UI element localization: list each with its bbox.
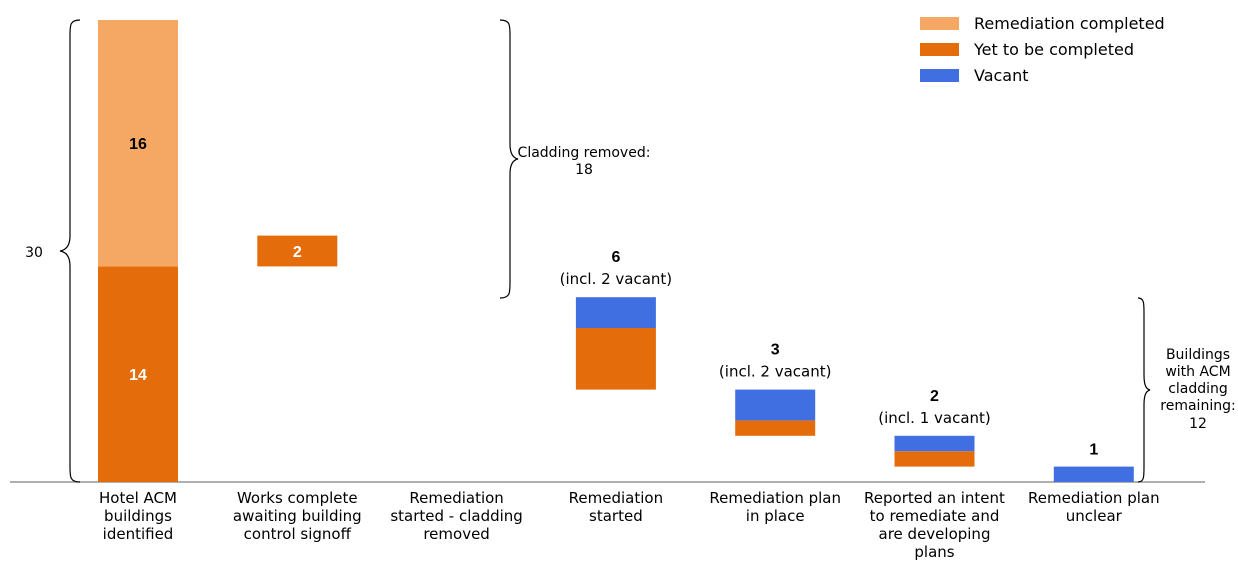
bar-segment-4-0 [735,420,816,436]
annotations-layer: 30 Cladding removed: 18 Buildings with A… [25,19,1236,483]
bar-note-label-3: (incl. 2 vacant) [560,270,673,288]
bar-segment-5-1 [894,435,975,452]
x-tick-label-2: Remediation started - cladding removed [390,489,522,543]
bar-note-label-5: (incl. 1 vacant) [878,409,991,427]
bar-segment-0-1 [98,20,178,267]
remaining-line-2: with ACM [1165,364,1230,380]
legend-label: Yet to be completed [974,39,1134,59]
bar-total-label-3: 6 [611,249,620,266]
remaining-line-3: cladding [1168,381,1228,397]
legend-item-vacant: Vacant [920,62,1165,88]
x-tick-label-4: Remediation plan in place [709,489,841,525]
bar-segment-0-0 [98,266,178,482]
bars-layer [98,20,1134,482]
bar-total-label-5: 2 [930,388,939,405]
remaining-value: 12 [1189,416,1207,432]
data-label-1-0: 2 [293,244,302,261]
bar-segment-6-0 [1053,466,1134,482]
labels-layer: 14 16 2 6 (incl. 2 vacant) 3 (incl. 2 vacant) 2… [129,136,1098,458]
legend-swatch-yet-to-be-completed [920,42,959,56]
legend-label: Remediation completed [974,13,1165,33]
bar-segment-5-0 [894,451,975,467]
legend-item-yet-to-be-completed: Yet to be completed [920,36,1165,62]
remaining-line-1: Buildings [1166,347,1230,363]
cladding-removed-brace [499,19,519,299]
cladding-removed-label: Cladding removed: [518,145,651,161]
bar-note-label-4: (incl. 2 vacant) [719,363,832,381]
x-tick-label-6: Remediation plan unclear [1028,489,1160,525]
legend-swatch-vacant [920,68,959,82]
bar-segment-3-0 [575,328,656,390]
x-tick-label-3: Remediation started [569,489,663,525]
legend-label: Vacant [974,65,1029,85]
data-label-0-0: 14 [129,367,147,384]
total-brace [59,19,81,483]
bar-segment-1-0 [257,235,338,267]
x-tick-label-0: Hotel ACM buildings identified [99,489,177,543]
bar-segment-3-1 [575,297,656,328]
remaining-brace [1137,297,1151,483]
legend-item-remediation-completed: Remediation completed [920,10,1165,36]
legend: Remediation completed Yet to be complete… [920,10,1165,88]
bar-total-label-6: 1 [1089,442,1098,459]
x-tick-label-5: Reported an intent to remediate and are de… [864,489,1005,561]
data-label-0-1: 16 [129,136,147,153]
x-tick-labels: Hotel ACM buildings identified Works comple… [99,489,1160,561]
x-tick-label-1: Works complete awaiting building control s… [233,489,362,543]
remaining-line-4: remaining: [1160,398,1235,414]
bar-segment-4-1 [735,389,816,421]
bar-total-label-4: 3 [771,342,780,359]
cladding-removed-value: 18 [575,162,593,178]
legend-swatch-remediation-completed [920,16,959,30]
total-annotation: 30 [25,245,43,261]
